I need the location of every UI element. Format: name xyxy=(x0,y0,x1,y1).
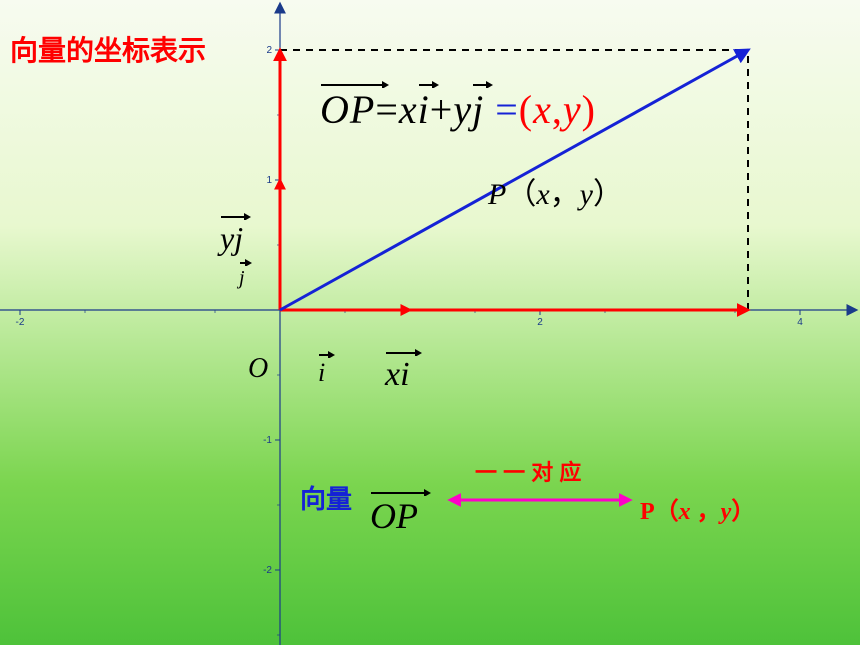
svg-text:2: 2 xyxy=(537,317,543,328)
svg-text:-2: -2 xyxy=(16,317,25,328)
i-label: i xyxy=(318,360,325,386)
equation: OP=x i+y j =(x,y) xyxy=(320,90,596,130)
svg-text:4: 4 xyxy=(797,317,803,328)
yj-label: yj xyxy=(220,222,243,254)
svg-text:-1: -1 xyxy=(263,435,272,446)
xi-label: xi xyxy=(385,358,410,392)
origin-label: O xyxy=(248,355,268,383)
svg-text:-2: -2 xyxy=(263,565,272,576)
svg-text:2: 2 xyxy=(266,45,272,56)
OP-small: OP xyxy=(370,498,418,534)
stage: -2246-3-2-11234 向量的坐标表示 OP=x i+y j =(x,y… xyxy=(0,0,860,645)
j-label: j xyxy=(239,268,245,288)
correspondence-word: 一 一 对 应 xyxy=(475,462,581,484)
vector-word: 向量 xyxy=(300,486,352,512)
title: 向量的坐标表示 xyxy=(10,38,206,66)
P-small: P（x ，y） xyxy=(640,500,755,524)
svg-text:1: 1 xyxy=(266,175,272,186)
point-P-label: P（x，y） xyxy=(488,180,623,210)
